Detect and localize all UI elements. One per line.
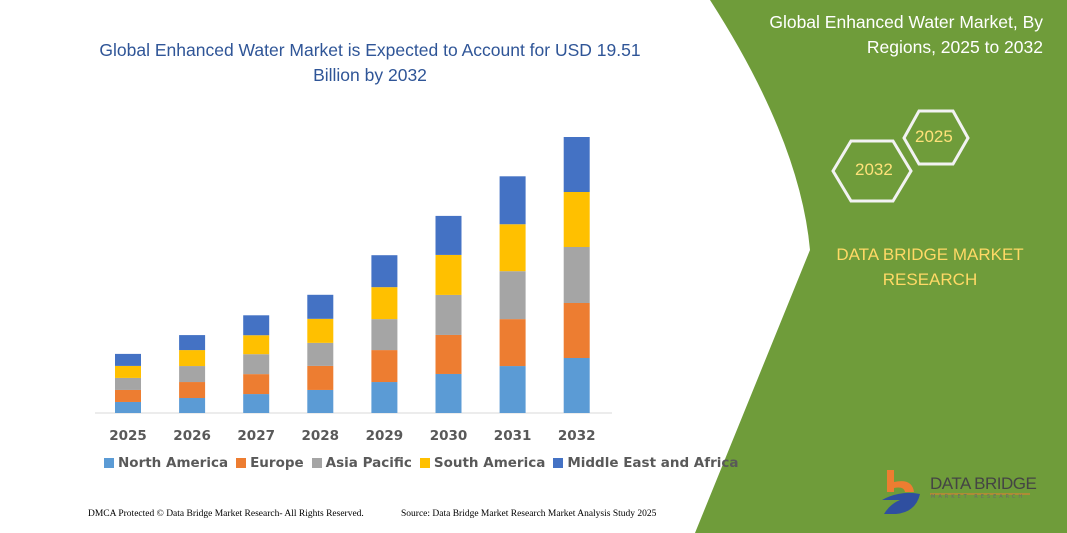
- bar-segment-2030-europe: [435, 334, 462, 374]
- bar-segment-2030-north-america: [435, 373, 462, 413]
- logo-subtext: MARKET RESEARCH: [931, 494, 1026, 500]
- legend-label: Middle East and Africa: [567, 455, 739, 471]
- bar-segment-2030-middle-east-and-africa: [435, 215, 462, 255]
- bar-segment-2028-middle-east-and-africa: [307, 294, 334, 319]
- legend-label: South America: [433, 455, 546, 471]
- bar-segment-2032-europe: [563, 302, 590, 358]
- bar-segment-2031-north-america: [499, 366, 526, 413]
- legend-item: North America: [104, 455, 228, 471]
- bar-segment-2026-asia-pacific: [179, 366, 206, 383]
- legend-swatch: [419, 458, 430, 468]
- bar-segment-2027-north-america: [243, 394, 270, 413]
- panel-title: Global Enhanced Water Market, By Regions…: [769, 12, 1043, 57]
- bar-segment-2028-north-america: [307, 389, 334, 413]
- x-tick-label: 2031: [494, 428, 532, 444]
- bar-segment-2025-north-america: [115, 401, 141, 413]
- hex-label-2025: 2025: [915, 127, 953, 146]
- x-tick-label: 2030: [430, 428, 468, 444]
- logo-icon: [882, 470, 920, 514]
- x-tick-label: 2032: [558, 428, 596, 444]
- legend-label: North America: [118, 455, 229, 471]
- bar-segment-2026-middle-east-and-africa: [179, 335, 206, 351]
- bar-segment-2031-asia-pacific: [499, 271, 526, 320]
- hexagon-2032: [831, 139, 913, 203]
- bar-segment-2026-north-america: [179, 398, 206, 413]
- bar-segment-2032-asia-pacific: [563, 247, 590, 303]
- legend-label: Europe: [250, 455, 304, 471]
- bar-segment-2029-south-america: [371, 287, 398, 320]
- bar-segment-2029-north-america: [371, 382, 398, 413]
- legend-item: Middle East and Africa: [553, 455, 739, 471]
- bar-segment-2027-europe: [243, 374, 270, 395]
- bar-segment-2025-europe: [115, 389, 141, 402]
- bar-segment-2032-middle-east-and-africa: [563, 137, 590, 193]
- footer-copyright: DMCA Protected © Data Bridge Market Rese…: [88, 509, 364, 519]
- bar-segment-2028-south-america: [307, 318, 334, 343]
- bar-segment-2028-asia-pacific: [307, 342, 334, 366]
- brand-text: DATA BRIDGE MARKET RESEARCH: [836, 245, 1024, 289]
- legend-swatch: [236, 458, 247, 468]
- bar-segment-2026-south-america: [179, 350, 206, 367]
- x-tick-label: 2029: [366, 428, 404, 444]
- bar-segment-2031-europe: [499, 319, 526, 367]
- legend-swatch: [311, 458, 322, 468]
- bar-segment-2026-europe: [179, 382, 206, 399]
- chart-legend: North America Europe Asia Pacific South Ame…: [104, 455, 739, 471]
- hex-label-2032: 2032: [855, 160, 893, 179]
- bar-segment-2031-middle-east-and-africa: [499, 176, 526, 225]
- x-tick-label: 2026: [173, 428, 211, 444]
- bar-segment-2029-middle-east-and-africa: [371, 255, 398, 288]
- green-panel: [695, 0, 1067, 533]
- bar-segment-2032-north-america: [563, 357, 590, 413]
- legend-item: Asia Pacific: [311, 455, 412, 471]
- bar-segment-2030-asia-pacific: [435, 294, 462, 335]
- legend-item: Europe: [236, 455, 304, 471]
- bar-segment-2027-asia-pacific: [243, 354, 270, 375]
- bar-segment-2025-middle-east-and-africa: [115, 353, 141, 366]
- stacked-bar-chart: 2025 2026 2027 2028 2029 2030 2031 2032: [95, 137, 612, 444]
- legend-label: Asia Pacific: [325, 455, 412, 471]
- hexagon-2025: [902, 109, 970, 166]
- legend-swatch: [553, 458, 564, 468]
- bar-segment-2029-europe: [371, 350, 398, 383]
- bar-segment-2027-middle-east-and-africa: [243, 315, 270, 336]
- footer-source: Source: Data Bridge Market Research Mark…: [401, 509, 657, 519]
- bar-segment-2027-south-america: [243, 335, 270, 355]
- x-tick-label: 2027: [237, 428, 275, 444]
- legend-item: South America: [419, 455, 546, 471]
- bar-segment-2025-asia-pacific: [115, 377, 141, 390]
- x-tick-label: 2028: [302, 428, 340, 444]
- legend-swatch: [104, 458, 114, 468]
- logo-text: DATA BRIDGE: [930, 474, 1037, 493]
- x-tick-label: 2025: [109, 428, 147, 444]
- bar-segment-2028-europe: [307, 365, 334, 390]
- bar-segment-2029-asia-pacific: [371, 319, 398, 351]
- chart-title: Global Enhanced Water Market is Expected…: [99, 40, 641, 85]
- bar-segment-2025-south-america: [115, 365, 141, 378]
- bar-segment-2030-south-america: [435, 254, 462, 295]
- bar-segment-2031-south-america: [499, 224, 526, 272]
- bar-segment-2032-south-america: [563, 192, 590, 248]
